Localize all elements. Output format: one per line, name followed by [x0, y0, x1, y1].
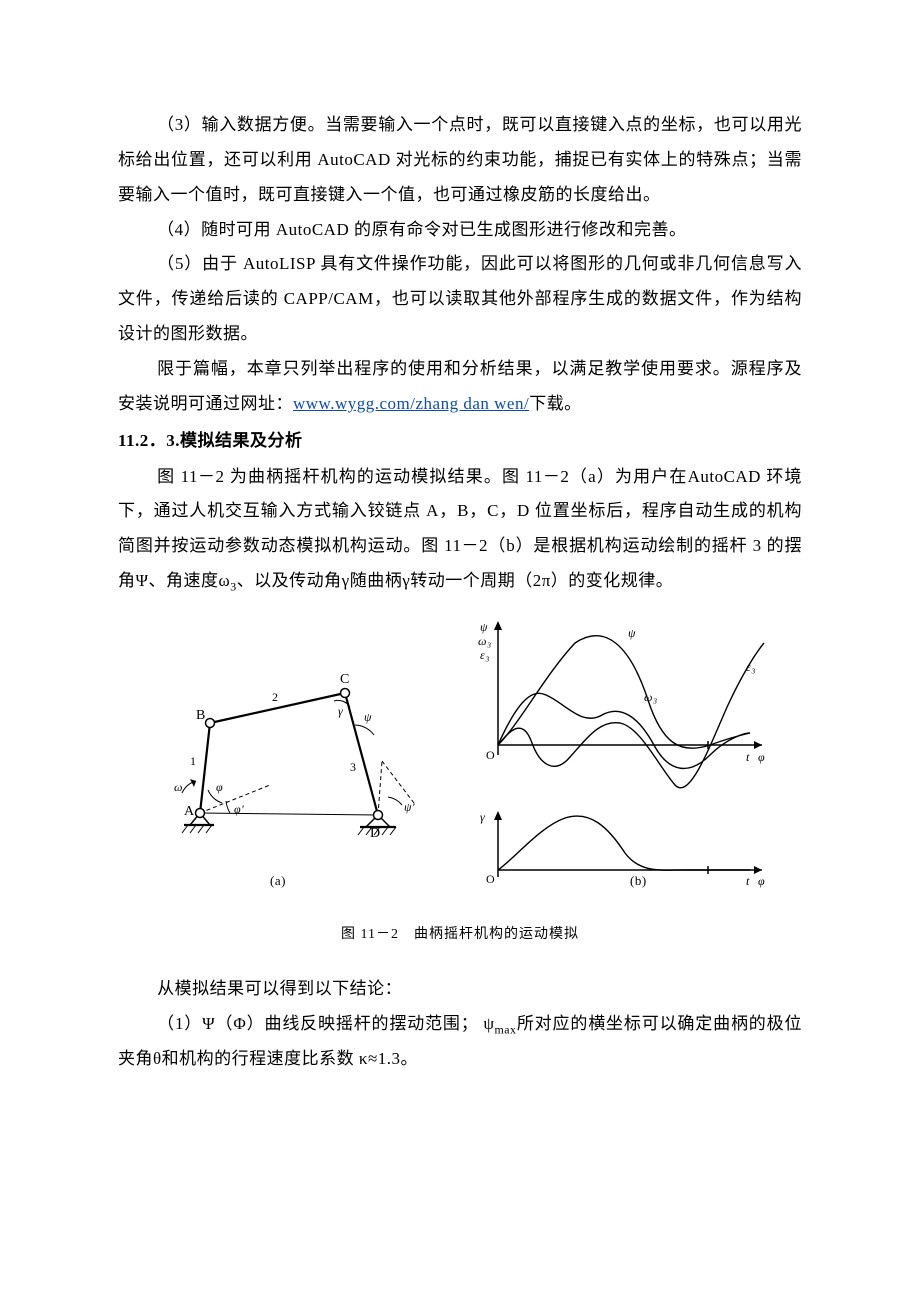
- lbl-3: 3: [350, 760, 357, 774]
- lbl-A: A: [184, 804, 195, 819]
- lbl-t-upper: t: [746, 750, 750, 764]
- ylab-psi: ψ: [480, 620, 488, 634]
- para-5: （5）由于 AutoLISP 具有文件操作功能，因此可以将图形的几何或非几何信息…: [118, 247, 802, 352]
- lbl-t-lower: t: [746, 874, 750, 888]
- figure-11-2: A B C D 1 2 3 ω φ φ' γ ψ ψ' (a): [150, 615, 770, 946]
- para-3: （3）输入数据方便。当需要输入一个点时，既可以直接键入点的坐标，也可以用光标给出…: [118, 108, 802, 213]
- lbl-phi: φ: [216, 780, 223, 794]
- lbl-C: C: [340, 672, 350, 687]
- lbl-2: 2: [272, 690, 279, 704]
- lbl-phi-lower: φ: [758, 874, 765, 888]
- lbl-O-upper: O: [486, 748, 495, 762]
- para-conclusion-lead: 从模拟结果可以得到以下结论：: [118, 972, 802, 1007]
- lbl-curve-w3: ω₃: [644, 690, 658, 704]
- c1-a: （1）Ψ（Φ）曲线反映摇杆的摆动范围； ψ: [157, 1014, 494, 1033]
- c1-sub: max: [495, 1023, 517, 1037]
- lbl-D: D: [370, 826, 381, 841]
- para-fig-desc: 图 11－2 为曲柄摇杆机构的运动模拟结果。图 11－2（a）为用户在AutoC…: [118, 460, 802, 599]
- lbl-curve-psi: ψ: [628, 626, 636, 640]
- download-link[interactable]: www.wygg.com/zhang dan wen/: [293, 394, 529, 413]
- panel-b-label: (b): [630, 873, 647, 888]
- panel-b-group: ψ ω₃ ε₃ ψ ω₃ ε₃ O t φ γ O t φ: [478, 620, 765, 888]
- curve-e3: [498, 643, 764, 788]
- lbl-B: B: [196, 708, 206, 723]
- curve-gamma: [498, 816, 750, 870]
- para-4: （4）随时可用 AutoCAD 的原有命令对已生成图形进行修改和完善。: [118, 213, 802, 248]
- para-fig-b: 、以及传动角γ随曲柄γ转动一个周期（2π）的变化规律。: [237, 571, 674, 590]
- curve-psi: [498, 636, 750, 749]
- panel-a-label: (a): [270, 873, 286, 888]
- ylab-gamma: γ: [480, 810, 485, 824]
- section-heading-11-2-3: 11.2．3.模拟结果及分析: [118, 424, 802, 458]
- figure-svg: A B C D 1 2 3 ω φ φ' γ ψ ψ' (a): [150, 615, 770, 910]
- para-link: 限于篇幅，本章只列举出程序的使用和分析结果，以满足教学使用要求。源程序及安装说明…: [118, 352, 802, 422]
- para-link-post: 下载。: [529, 394, 582, 413]
- panel-a-group: A B C D 1 2 3 ω φ φ' γ ψ ψ' (a): [174, 672, 415, 888]
- lbl-gamma: γ: [338, 704, 343, 718]
- lbl-curve-e3: ε₃: [746, 660, 756, 674]
- lbl-phi-upper: φ: [758, 750, 765, 764]
- figure-caption: 图 11－2 曲柄摇杆机构的运动模拟: [150, 924, 770, 946]
- ylab-e3: ε₃: [480, 648, 490, 662]
- lbl-1: 1: [190, 754, 197, 768]
- lbl-psi-p: ψ': [404, 800, 415, 814]
- ylab-w3: ω₃: [478, 634, 492, 648]
- lbl-psi: ψ: [364, 710, 372, 724]
- lbl-phi-p: φ': [234, 802, 244, 816]
- curve-w3: [498, 693, 750, 768]
- lbl-O-lower: O: [486, 872, 495, 886]
- para-conclusion-1: （1）Ψ（Φ）曲线反映摇杆的摆动范围； ψmax所对应的横坐标可以确定曲柄的极位…: [118, 1007, 802, 1077]
- lbl-omega: ω: [174, 780, 183, 794]
